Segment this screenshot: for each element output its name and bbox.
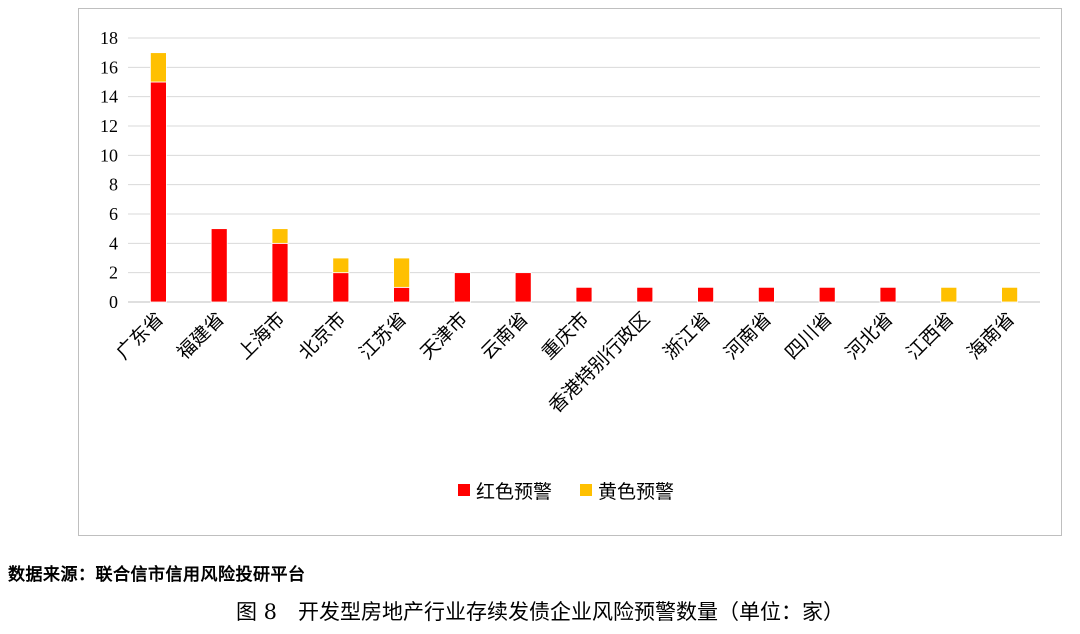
y-tick-label: 16 [100, 57, 118, 77]
yellow-warning-bar [332, 257, 350, 274]
red-warning-bar [758, 286, 775, 303]
legend-yellow-swatch [580, 484, 592, 496]
red-warning-bar [575, 286, 593, 303]
chart-area [78, 8, 1062, 536]
y-tick-label: 6 [109, 204, 118, 224]
yellow-warning-bar [149, 52, 167, 83]
x-category-label: 广东省 [112, 308, 168, 364]
legend-red-swatch [458, 484, 470, 496]
x-category-label: 海南省 [963, 308, 1019, 364]
red-warning-bar [818, 286, 836, 303]
yellow-warning-bar [1001, 286, 1018, 303]
y-tick-label: 0 [109, 292, 118, 312]
data-source-note: 数据来源：联合信市信用风险投研平台 [8, 565, 306, 585]
x-category-label: 河南省 [720, 308, 776, 364]
legend-yellow-label: 黄色预警 [598, 481, 674, 503]
y-tick-label: 14 [100, 87, 118, 107]
yellow-warning-bar [271, 228, 289, 244]
x-category-label: 浙江省 [659, 308, 715, 364]
red-warning-bar [636, 286, 654, 303]
red-warning-bar [453, 272, 471, 303]
y-tick-label: 18 [100, 28, 118, 48]
y-tick-label: 12 [100, 116, 118, 136]
red-warning-bar [149, 81, 167, 303]
yellow-warning-bar [393, 257, 411, 288]
x-category-label: 云南省 [477, 308, 533, 364]
red-warning-bar [697, 286, 714, 303]
red-warning-bar [332, 272, 350, 303]
y-tick-label: 4 [109, 233, 118, 253]
x-category-label: 江西省 [902, 308, 958, 364]
x-category-label: 上海市 [234, 308, 290, 364]
y-tick-label: 10 [100, 145, 118, 165]
red-warning-bar [271, 242, 289, 303]
x-category-label: 四川省 [781, 308, 837, 364]
x-category-label: 河北省 [842, 308, 898, 364]
x-category-label: 江苏省 [355, 308, 411, 364]
red-warning-bar [879, 286, 897, 303]
red-warning-bar [393, 286, 411, 303]
y-tick-label: 8 [109, 175, 118, 195]
y-tick-label: 2 [109, 263, 118, 283]
x-category-label: 北京市 [294, 308, 350, 364]
x-category-label: 重庆市 [538, 308, 594, 364]
yellow-warning-bar [940, 286, 958, 303]
x-category-label: 天津市 [416, 308, 472, 364]
legend-red-label: 红色预警 [476, 481, 552, 503]
red-warning-bar [210, 228, 228, 303]
red-warning-bar [514, 272, 532, 303]
x-category-label: 福建省 [173, 308, 229, 364]
figure-caption: 图 8 开发型房地产行业存续发债企业风险预警数量（单位：家） [235, 600, 845, 624]
